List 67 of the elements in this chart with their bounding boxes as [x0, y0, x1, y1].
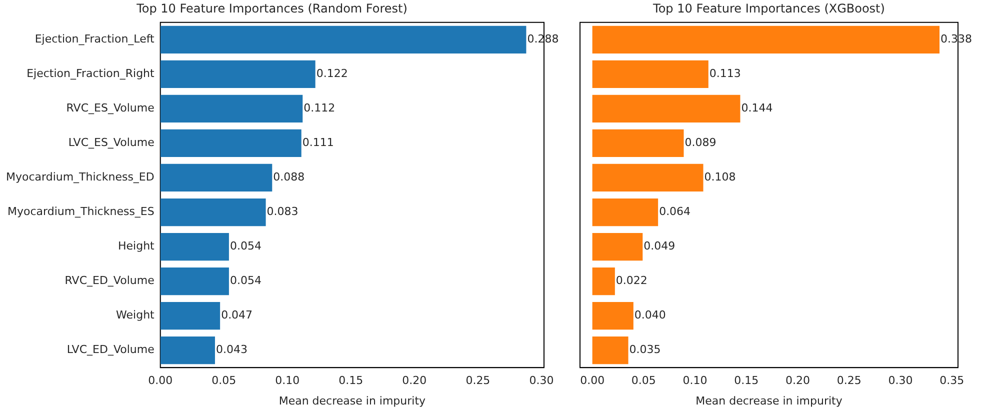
bar [160, 129, 302, 158]
data-label: 0.144 [741, 102, 773, 115]
data-label: 0.043 [216, 343, 248, 356]
data-label: 0.064 [659, 205, 691, 218]
bar [592, 164, 704, 192]
bar [592, 129, 684, 158]
x-tick-label: 0.10 [275, 374, 300, 388]
bar [592, 60, 708, 88]
data-label: 0.122 [316, 67, 348, 80]
y-tick-label: Ejection_Fraction_Right [26, 67, 156, 80]
data-label: 0.049 [644, 240, 676, 253]
data-label: 0.022 [616, 274, 648, 288]
x-tick-label: 0.20 [402, 374, 427, 388]
y-tick-label: RVC_ES_Volume [66, 102, 155, 115]
y-tick-label: Myocardium_Thickness_ES [7, 205, 154, 218]
x-tick-label: 0.30 [529, 374, 554, 388]
y-tick-label: Ejection_Fraction_Left [34, 32, 156, 46]
y-tick-label: Height [118, 240, 156, 253]
x-tick-label: 0.20 [786, 374, 810, 388]
data-label: 0.054 [230, 240, 262, 253]
bar [592, 198, 658, 226]
bar [160, 336, 215, 364]
bar [160, 94, 303, 123]
chart-title: Top 10 Feature Importances (XGBoost) [652, 1, 885, 16]
x-tick-label: 0.05 [212, 374, 236, 388]
x-tick-label: 0.00 [580, 374, 605, 388]
y-tick-label: LVC_ED_Volume [66, 343, 155, 356]
bar [160, 267, 229, 296]
bar [160, 302, 220, 330]
data-label: 0.083 [266, 205, 298, 218]
data-label: 0.111 [302, 136, 334, 150]
bar [160, 232, 229, 261]
x-tick-label: 0.15 [734, 374, 759, 388]
x-tick-label: 0.10 [682, 374, 708, 388]
x-axis-title: Mean decrease in impurity [278, 394, 426, 408]
bar [160, 60, 316, 88]
data-label: 0.108 [704, 170, 736, 184]
bar [592, 302, 634, 330]
data-label: 0.112 [304, 102, 336, 115]
bar [592, 232, 643, 261]
y-tick-label: Myocardium_Thickness_ED [6, 170, 154, 184]
bar [592, 336, 628, 364]
x-tick-label: 0.25 [836, 374, 862, 388]
bar [592, 26, 940, 54]
data-label: 0.054 [230, 274, 262, 288]
data-label: 0.113 [709, 67, 741, 80]
y-tick-label: Weight [116, 308, 156, 322]
bar [160, 198, 266, 226]
y-tick-label: RVC_ED_Volume [64, 274, 155, 288]
bar [592, 267, 615, 296]
x-axis-title: Mean decrease in impurity [696, 394, 843, 408]
data-label: 0.089 [684, 136, 716, 150]
x-tick-label: 0.15 [338, 374, 364, 388]
bar [160, 164, 272, 192]
x-tick-label: 0.25 [466, 374, 490, 388]
x-tick-label: 0.35 [940, 374, 964, 388]
x-tick-label: 0.05 [631, 374, 656, 388]
x-tick-label: 0.00 [148, 374, 173, 388]
data-label: 0.035 [629, 343, 661, 356]
y-tick-label: LVC_ES_Volume [68, 136, 155, 150]
data-label: 0.040 [634, 308, 666, 322]
x-tick-label: 0.30 [888, 374, 913, 388]
data-label: 0.047 [221, 308, 253, 322]
bar [592, 94, 740, 123]
bar [160, 26, 526, 54]
chart-title: Top 10 Feature Importances (Random Forest) [136, 1, 408, 16]
data-label: 0.088 [273, 170, 305, 184]
